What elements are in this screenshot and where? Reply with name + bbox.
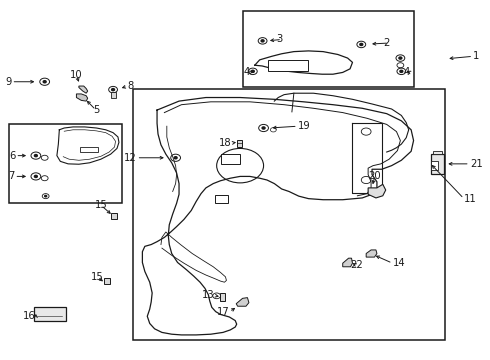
Text: 10: 10 [70,70,83,80]
Bar [104,278,110,284]
Polygon shape [79,86,88,93]
Circle shape [43,81,46,83]
Circle shape [360,43,363,45]
Circle shape [262,127,265,129]
Text: 9: 9 [5,77,11,87]
Circle shape [261,40,264,42]
Bar [431,161,438,170]
Text: 11: 11 [464,194,477,204]
Circle shape [34,175,37,177]
Text: 16: 16 [23,311,36,321]
Text: 4: 4 [244,67,250,77]
Bar [220,154,240,164]
Text: 14: 14 [392,258,405,268]
Bar [34,307,66,320]
Text: 17: 17 [217,307,229,317]
Text: 15: 15 [95,200,107,210]
Text: 7: 7 [8,171,14,181]
Bar [111,213,117,219]
Bar [220,293,225,301]
Text: 4: 4 [404,67,410,77]
Bar [237,140,242,147]
Circle shape [112,89,115,91]
Polygon shape [368,184,386,198]
Bar [133,89,445,339]
Circle shape [34,154,37,157]
Circle shape [400,70,403,72]
Text: 20: 20 [368,171,381,181]
Circle shape [174,157,177,159]
Bar [215,195,228,203]
Polygon shape [236,298,249,306]
Text: 6: 6 [9,150,15,161]
Circle shape [45,195,47,197]
Circle shape [399,57,402,59]
Text: 19: 19 [298,121,311,131]
Bar [111,93,116,98]
Text: 21: 21 [470,159,483,169]
Text: 5: 5 [93,105,99,115]
Text: 2: 2 [383,38,389,48]
Polygon shape [366,250,377,257]
Bar [269,60,308,71]
Text: 13: 13 [201,291,214,301]
Text: 18: 18 [219,138,231,148]
Text: 1: 1 [473,51,480,61]
Bar [243,12,414,87]
Bar [9,125,122,203]
Text: 22: 22 [350,260,363,270]
Polygon shape [76,94,88,101]
Text: 3: 3 [276,35,282,44]
Polygon shape [343,258,352,267]
Text: 8: 8 [128,81,134,91]
Bar [80,147,98,152]
Circle shape [251,70,254,72]
Bar [431,154,444,174]
Text: 12: 12 [124,153,137,163]
Text: 15: 15 [91,272,104,282]
Bar [433,151,442,154]
